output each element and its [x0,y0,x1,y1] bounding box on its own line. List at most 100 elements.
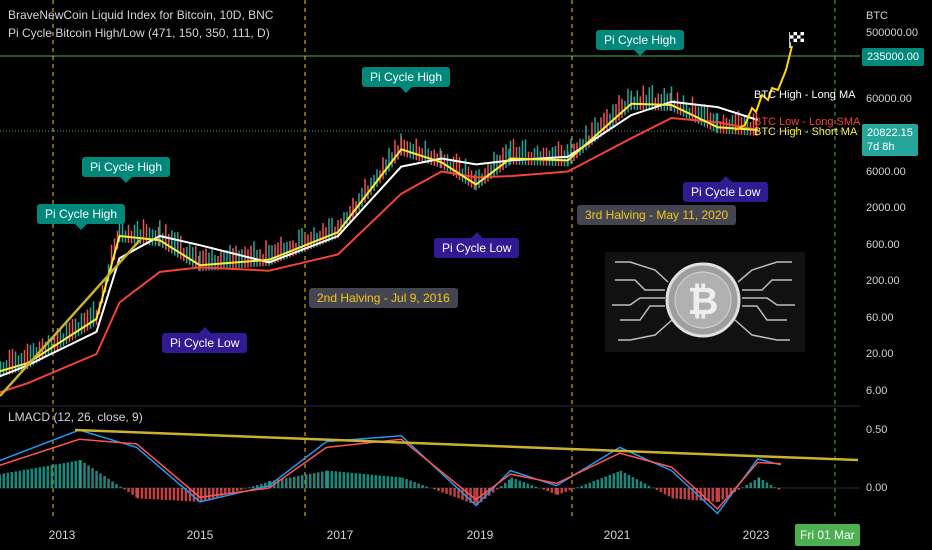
lmacd-hist-bar [401,477,404,488]
pi-cycle-high-label: Pi Cycle High [45,207,118,221]
lmacd-hist-bar [83,462,86,488]
lmacd-hist-bar [647,485,651,488]
lmacd-hist-bar [382,475,385,488]
upper-level-tag: 235000.00 [862,48,924,66]
pi-cycle-high-box-2013a[interactable]: Pi Cycle High [37,204,126,230]
ma-lines [0,100,759,394]
lmacd-hist-bar [504,482,507,488]
long-sma-label: BTC Low - Long SMA [754,116,861,128]
lmacd-hist-bar [50,465,53,488]
pi-cycle-low-label: Pi Cycle Low [170,336,240,350]
lmacd-hist-bar [264,482,267,488]
pi-cycle-high-box-2021[interactable]: Pi Cycle High [596,30,685,56]
pi-cycle-high-box-2017[interactable]: Pi Cycle High [362,67,451,93]
lmacd-hist-bar [232,488,235,493]
lmacd-hist-bar [362,474,365,488]
lmacd-hist-bar [325,470,328,488]
lmacd-hist-bar [123,488,126,490]
lmacd-hist-bar [737,488,740,490]
lmacd-hist-bar [42,466,45,488]
lmacd-hist-bar [687,488,690,500]
lmacd-hist-bar [473,488,476,505]
lmacd-hist-bar [717,488,720,502]
lmacd-hist-bar [765,482,769,488]
lmacd-hist-bar [592,481,595,488]
lmacd-hist-bar [425,486,428,488]
time-label: 2019 [466,528,494,542]
pi-cycle-low-box-2018[interactable]: Pi Cycle Low [434,232,520,258]
lmacd-hist-bar [156,488,160,500]
lmacd-hist-bar [623,472,627,488]
lmacd-hist-bar [131,488,134,495]
lmacd-hist-bar [530,485,533,488]
lmacd-hist-bar [635,479,639,488]
lmacd-hist-bar [729,488,732,495]
lmacd-hist-bar [208,488,211,500]
lmacd-hist-bar [386,476,389,488]
lmacd-hist-bar [600,478,603,488]
lmacd-hist-bar [612,473,615,488]
lmacd-hist-bar [200,488,203,502]
indicator-title: Pi Cycle Bitcoin High/Low (471, 150, 350… [8,26,270,40]
pi-cycle-low-label: Pi Cycle Low [691,185,761,199]
lmacd-hist-bar [285,478,288,488]
checkered-flag-icon [789,32,804,48]
lmacd-signal-line [0,438,781,510]
lmacd-hist-bar [119,486,122,488]
lmacd-hist-bar [508,479,511,488]
lmacd-hist-bar [655,488,659,490]
time-label: 2013 [48,528,76,542]
lmacd-hist-bar [10,472,13,488]
lmacd-hist-bar [6,472,9,488]
lmacd-hist-bar [457,488,460,499]
lmacd-hist-bar [220,488,223,496]
time-label: 2015 [186,528,214,542]
lmacd-hist-bar [334,471,337,488]
lmacd-hist-bar [176,488,180,501]
pi-cycle-high-box-2013b[interactable]: Pi Cycle High [82,157,171,183]
lmacd-hist-bar [721,488,724,500]
price-trendline [0,239,141,397]
lmacd-hist-bar [390,476,393,488]
lmacd-hist-bar [107,478,110,488]
price-tick: 2000.00 [866,202,906,214]
lmacd-hist-bar [297,476,300,488]
halving-2016-box[interactable]: 2nd Halving - Jul 9, 2016 [309,288,458,308]
vertical-markers [52,0,836,520]
lmacd-hist-bar [604,476,607,488]
lmacd-hist-bar [560,488,563,494]
lmacd-hist-bar [769,484,773,488]
lmacd-hist-bar [667,488,671,497]
lmacd-hist-bar [453,488,456,497]
lmacd-hist-bar [160,488,164,500]
lmacd-hist-bar [496,488,499,490]
bar-countdown: 7d 8h [867,141,895,153]
lmacd-hist-bar [212,488,215,499]
lmacd-hist-bar [358,473,361,488]
lmacd-hist-bar [564,488,567,492]
price-tick: 20.00 [866,348,894,360]
price-tick: 60000.00 [866,93,912,105]
lmacd-hist-bar [350,472,353,488]
lmacd-hist-bar [260,483,263,488]
halving-2020-box[interactable]: 3rd Halving - May 11, 2020 [577,205,737,225]
lmacd-hist-bar [745,485,748,488]
lmacd-hist-bar [643,483,647,488]
lmacd-hist-bar [326,470,329,488]
lmacd-hist-bar [773,487,777,488]
lmacd-macd-line [0,429,781,515]
current-price-tag: 20822.15 7d 8h [862,124,918,156]
lmacd-hist-bar [546,488,549,492]
lmacd-hist-bar [95,470,98,488]
lmacd-hist-bar [761,480,765,488]
symbol-title: BraveNewCoin Liquid Index for Bitcoin, 1… [8,8,274,22]
pi-cycle-low-box-2022[interactable]: Pi Cycle Low [683,176,769,202]
lmacd-hist-bar [510,477,513,488]
lmacd-hist-bar [18,470,21,488]
pi-cycle-low-box-2015[interactable]: Pi Cycle Low [162,327,248,353]
lmacd-hist-bar [394,476,397,488]
lmacd-hist-bar [321,471,324,488]
lmacd-hist-bar [433,488,436,490]
